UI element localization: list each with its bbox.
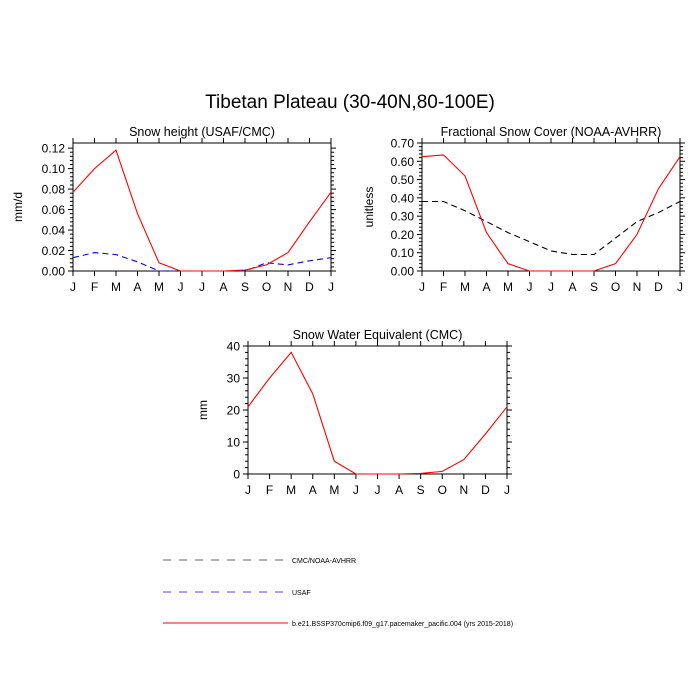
x-tick-label: F	[266, 483, 273, 497]
x-tick-label: J	[375, 483, 381, 497]
x-tick-label: F	[440, 280, 447, 294]
x-tick-label: M	[286, 483, 296, 497]
y-tick-label: 0.08	[42, 183, 66, 197]
y-tick-label: 0.10	[42, 162, 66, 176]
plot-frame	[421, 142, 681, 272]
x-tick-label: N	[284, 280, 293, 294]
y-tick-label: 0.60	[391, 155, 415, 169]
x-tick-label: M	[503, 280, 513, 294]
x-tick-label: J	[504, 483, 510, 497]
x-tick-label: O	[438, 483, 447, 497]
x-tick-label: M	[154, 280, 164, 294]
x-tick-label: M	[460, 280, 470, 294]
x-tick-label: A	[568, 280, 576, 294]
legend-label-model: b.e21.BSSP370cmip6.f09_g17.pacemaker_pac…	[292, 621, 513, 628]
x-tick-label: J	[199, 280, 205, 294]
y-axis-label: unitless	[362, 187, 376, 228]
x-tick-label: O	[611, 280, 620, 294]
x-tick-label: D	[481, 483, 490, 497]
x-tick-label: D	[305, 280, 314, 294]
figure-title: Tibetan Plateau (30-40N,80-100E)	[205, 92, 495, 113]
series-line-b	[421, 154, 681, 272]
x-tick-label: J	[328, 280, 334, 294]
y-tick-label: 0.00	[42, 265, 66, 279]
x-tick-label: S	[241, 280, 249, 294]
y-tick-label: 20	[227, 404, 241, 418]
y-tick-label: 0.12	[42, 142, 66, 156]
x-tick-label: A	[395, 483, 403, 497]
x-tick-label: J	[548, 280, 554, 294]
y-tick-label: 0.00	[391, 265, 415, 279]
x-tick-label: N	[459, 483, 468, 497]
series-line-usaf	[72, 252, 332, 272]
x-tick-label: S	[417, 483, 425, 497]
x-tick-label: J	[677, 280, 683, 294]
snow-water-equivalent-panel: Snow Water Equivalent (CMC) mm 0 10 20 30 40 J F…	[196, 328, 512, 497]
y-axis-label: mm	[196, 400, 210, 420]
x-tick-label: F	[91, 280, 98, 294]
x-tick-label: N	[633, 280, 642, 294]
y-tick-label: 10	[227, 436, 241, 450]
x-tick-label: O	[262, 280, 271, 294]
panel-title: Snow Water Equivalent (CMC)	[293, 328, 463, 342]
y-tick-label: 0.40	[391, 191, 415, 205]
x-tick-label: J	[353, 483, 359, 497]
y-tick-label: 0	[233, 468, 240, 482]
x-tick-label: D	[654, 280, 663, 294]
y-axis-label: mm/d	[11, 192, 25, 222]
x-tick-label: A	[133, 280, 141, 294]
x-tick-label: A	[219, 280, 227, 294]
x-tick-label: A	[482, 280, 490, 294]
legend-label-cmc: CMC/NOAA-AVHRR	[292, 558, 356, 565]
legend: CMC/NOAA-AVHRR USAF b.e21.BSSP370cmip6.f…	[163, 558, 513, 628]
snow-height-panel: Snow height (USAF/CMC) mm/d 0.00 0.02 0.04 0.…	[11, 125, 336, 294]
series-line-b	[247, 351, 508, 475]
x-tick-label: J	[527, 280, 533, 294]
x-tick-label: J	[245, 483, 251, 497]
y-tick-label: 0.50	[391, 173, 415, 187]
x-tick-label: S	[590, 280, 598, 294]
y-tick-label: 0.70	[391, 137, 415, 151]
panel-title: Snow height (USAF/CMC)	[129, 125, 275, 139]
plot-frame	[72, 142, 332, 272]
x-tick-label: M	[329, 483, 339, 497]
x-tick-label: J	[419, 280, 425, 294]
x-tick-label: J	[178, 280, 184, 294]
x-tick-label: J	[70, 280, 76, 294]
x-tick-label: M	[111, 280, 121, 294]
series-line-cmc	[422, 200, 681, 256]
series-line-b	[72, 149, 332, 272]
y-tick-label: 0.06	[42, 203, 66, 217]
y-tick-label: 40	[227, 340, 241, 354]
y-tick-label: 0.10	[391, 246, 415, 260]
y-tick-label: 0.02	[42, 244, 66, 258]
legend-label-usaf: USAF	[292, 590, 311, 597]
y-tick-label: 30	[227, 372, 241, 386]
x-tick-label: A	[309, 483, 317, 497]
y-tick-label: 0.04	[42, 224, 66, 238]
panel-title: Fractional Snow Cover (NOAA-AVHRR)	[441, 125, 662, 139]
y-tick-label: 0.30	[391, 210, 415, 224]
y-tick-label: 0.20	[391, 228, 415, 242]
fractional-snow-cover-panel: Fractional Snow Cover (NOAA-AVHRR) unitle…	[362, 125, 685, 294]
